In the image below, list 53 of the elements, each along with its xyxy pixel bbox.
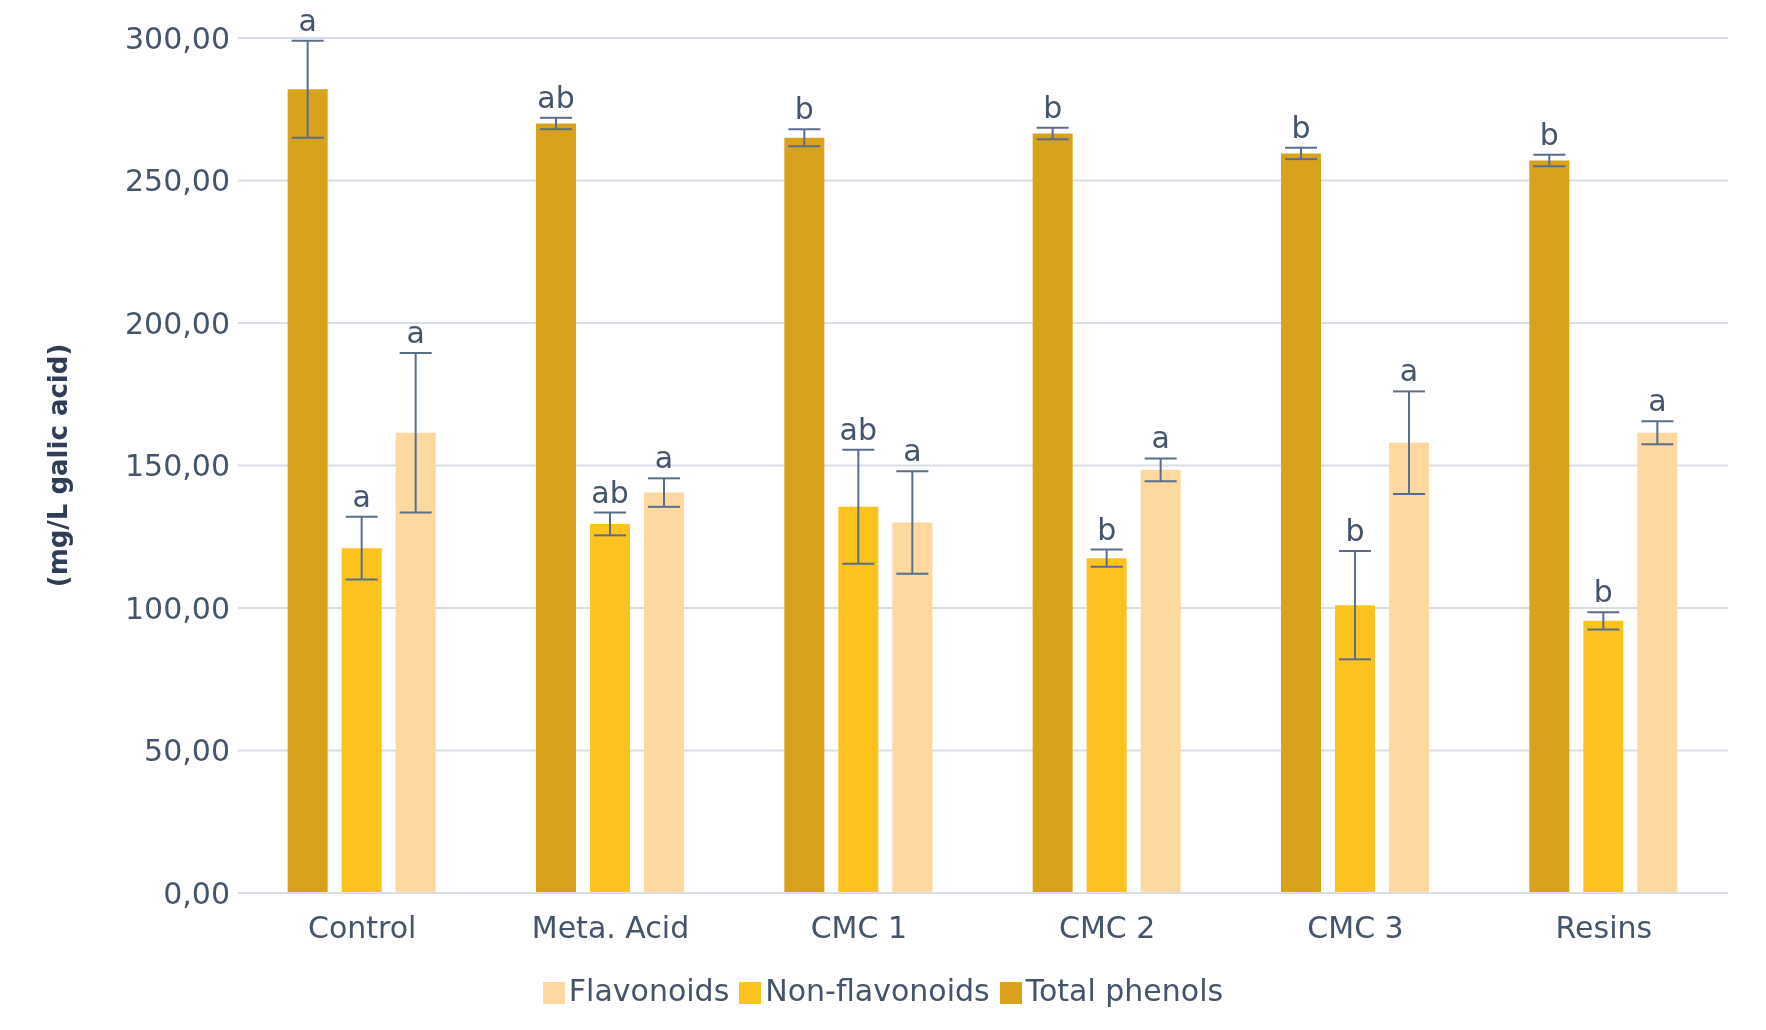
y-tick-label: 50,00 bbox=[144, 733, 230, 769]
y-tick-label: 300,00 bbox=[125, 20, 230, 56]
y-tick-label: 100,00 bbox=[125, 590, 230, 626]
data-label: a bbox=[298, 2, 317, 38]
y-axis-title: (mg/L galic acid) bbox=[43, 343, 74, 588]
bar bbox=[1140, 469, 1181, 893]
bar bbox=[1637, 432, 1678, 893]
y-tick-label: 0,00 bbox=[163, 875, 230, 911]
data-label: b bbox=[1345, 513, 1365, 548]
data-label: b bbox=[794, 91, 814, 127]
legend-label: Flavonoids bbox=[568, 973, 730, 1008]
data-label: b bbox=[1097, 511, 1117, 547]
data-label: b bbox=[1043, 89, 1063, 125]
bar bbox=[838, 506, 879, 893]
data-label: a bbox=[352, 478, 371, 514]
x-tick-label: CMC 1 bbox=[810, 910, 908, 946]
bar bbox=[1583, 620, 1624, 893]
legend-label: Total phenols bbox=[1025, 973, 1224, 1008]
data-label: a bbox=[1151, 420, 1170, 456]
legend-label: Non-flavonoids bbox=[765, 973, 990, 1008]
data-label: ab bbox=[591, 474, 629, 510]
bar bbox=[1335, 605, 1375, 893]
x-tick-label: CMC 3 bbox=[1307, 910, 1404, 946]
x-tick-label: CMC 2 bbox=[1058, 910, 1156, 946]
bar bbox=[1389, 442, 1429, 893]
bar bbox=[1032, 133, 1073, 893]
bar bbox=[590, 523, 630, 893]
data-label: a bbox=[1648, 383, 1667, 419]
y-tick-label: 150,00 bbox=[125, 448, 230, 484]
bar bbox=[1281, 153, 1321, 893]
x-tick-label: Resins bbox=[1555, 910, 1653, 946]
data-label: ab bbox=[537, 79, 575, 115]
data-label: b bbox=[1539, 116, 1559, 152]
data-label: a bbox=[406, 314, 425, 350]
bar bbox=[395, 432, 436, 893]
y-tick-label: 250,00 bbox=[125, 163, 230, 199]
data-label: ab bbox=[839, 411, 878, 447]
data-label: a bbox=[1399, 353, 1419, 389]
bar bbox=[1086, 558, 1127, 893]
bar bbox=[644, 492, 684, 893]
bar bbox=[784, 137, 825, 893]
data-label: a bbox=[654, 440, 674, 476]
data-label: b bbox=[1593, 574, 1613, 610]
bar bbox=[341, 548, 382, 893]
bar bbox=[1529, 160, 1570, 893]
x-tick-label: Control bbox=[307, 910, 417, 946]
data-label: b bbox=[1291, 109, 1311, 145]
y-tick-label: 200,00 bbox=[125, 305, 230, 341]
x-tick-label: Meta. Acid bbox=[531, 910, 690, 946]
bar bbox=[287, 89, 328, 893]
bar bbox=[536, 123, 576, 893]
bar bbox=[892, 522, 933, 893]
data-label: a bbox=[903, 433, 922, 469]
